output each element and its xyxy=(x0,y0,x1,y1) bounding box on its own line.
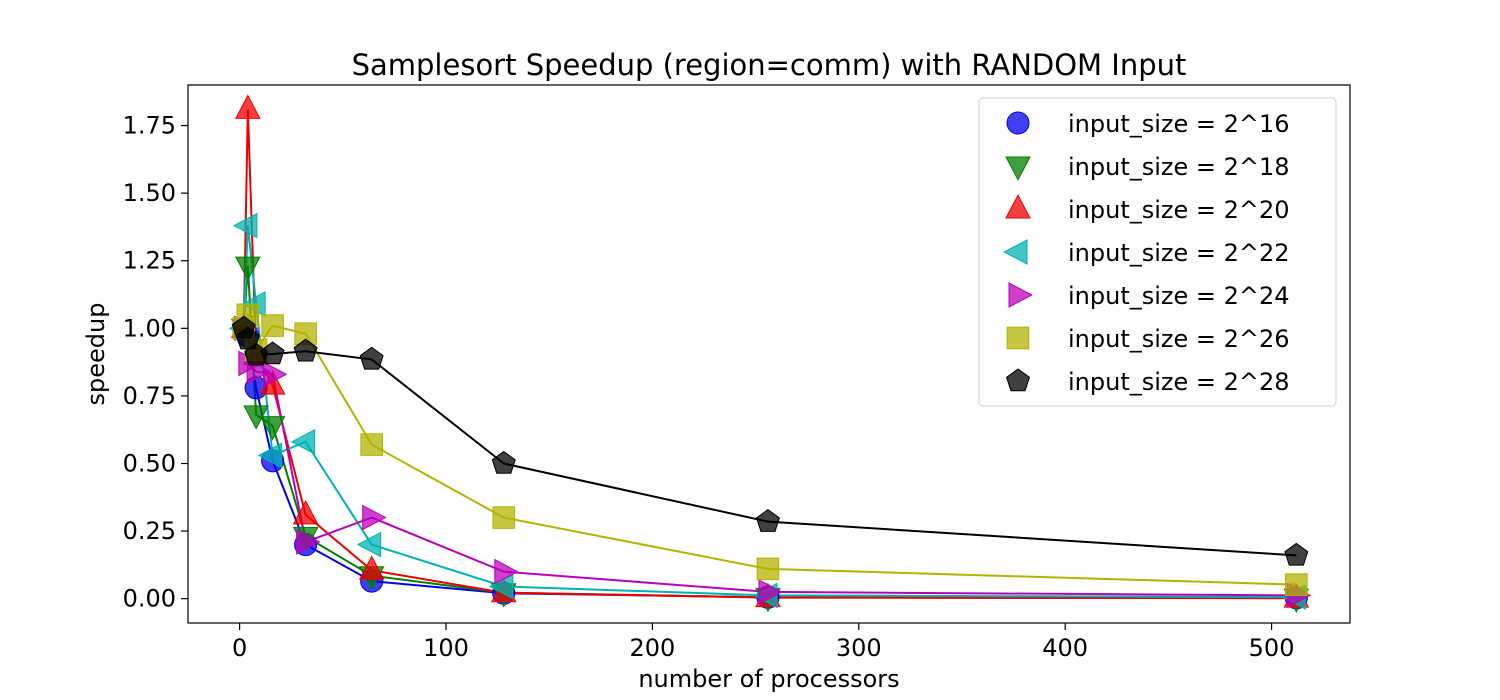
plot-markers xyxy=(228,94,1312,614)
x-tick-label: 200 xyxy=(629,634,675,662)
legend-label: input_size = 2^22 xyxy=(1068,239,1290,267)
data-point xyxy=(259,416,286,441)
legend-marker xyxy=(1006,326,1030,350)
y-tick-label: 1.25 xyxy=(123,247,176,275)
x-tick-label: 300 xyxy=(836,634,882,662)
legend-label: input_size = 2^26 xyxy=(1068,325,1290,353)
y-tick-label: 1.75 xyxy=(123,112,176,140)
data-point xyxy=(362,504,387,531)
data-point xyxy=(360,433,383,456)
x-axis-label: number of processors xyxy=(638,665,899,693)
y-tick-label: 1.00 xyxy=(123,314,176,342)
legend-frame xyxy=(978,97,1337,407)
x-tick-label: 0 xyxy=(232,634,247,662)
x-axis: 0 100 200 300 400 500 xyxy=(232,623,1295,662)
y-tick-label: 0.50 xyxy=(123,449,176,477)
data-point xyxy=(260,341,285,365)
legend-marker xyxy=(1006,111,1030,135)
data-point xyxy=(358,555,385,580)
data-point xyxy=(756,557,780,581)
data-point xyxy=(1284,542,1309,566)
chart-title: Samplesort Speedup (region=comm) with RA… xyxy=(352,48,1187,82)
data-point xyxy=(246,358,271,385)
data-point xyxy=(356,531,382,558)
data-point xyxy=(235,94,261,119)
data-point xyxy=(293,338,318,362)
y-tick-label: 0.25 xyxy=(123,517,176,545)
data-point xyxy=(261,314,284,337)
x-tick-label: 500 xyxy=(1249,634,1295,662)
data-point xyxy=(257,442,283,469)
legend-marker xyxy=(1005,368,1031,392)
data-point xyxy=(232,212,258,239)
y-tick-label: 0.00 xyxy=(123,585,176,613)
y-tick-label: 1.50 xyxy=(123,179,176,207)
legend-marker xyxy=(1003,239,1028,265)
data-point xyxy=(491,450,516,474)
legend-label: input_size = 2^20 xyxy=(1068,196,1290,224)
data-point xyxy=(494,558,519,585)
y-tick-label: 0.75 xyxy=(123,382,176,410)
data-point xyxy=(292,499,319,525)
legend-label: input_size = 2^28 xyxy=(1068,368,1290,396)
legend-marker xyxy=(1005,194,1031,219)
plot-area-frame xyxy=(187,84,1351,624)
legend-label: input_size = 2^16 xyxy=(1068,110,1290,138)
data-point xyxy=(755,509,780,532)
x-tick-label: 100 xyxy=(423,634,469,662)
data-point xyxy=(758,579,783,605)
legend-label: input_size = 2^18 xyxy=(1068,153,1290,181)
y-axis: 0.00 0.25 0.50 0.75 1.00 1.25 1.50 1.75 xyxy=(123,112,188,613)
y-axis-label: speedup xyxy=(82,303,110,406)
data-point xyxy=(1285,573,1308,596)
legend: input_size = 2^16 input_size = 2^18 input_… xyxy=(978,97,1337,407)
data-point xyxy=(296,529,321,555)
data-point xyxy=(263,361,288,388)
legend-label: input_size = 2^24 xyxy=(1068,282,1290,310)
legend-marker xyxy=(1008,282,1033,308)
data-point xyxy=(359,346,384,370)
data-point xyxy=(235,256,261,282)
data-point xyxy=(290,429,316,455)
legend-marker xyxy=(1005,156,1031,181)
x-tick-label: 400 xyxy=(1042,634,1088,662)
data-point xyxy=(492,506,516,529)
